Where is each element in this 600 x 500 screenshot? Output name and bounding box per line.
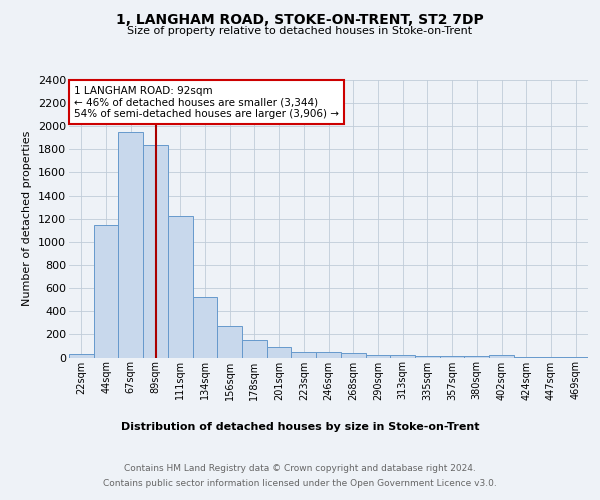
Bar	[193, 298, 217, 358]
Bar	[415, 356, 440, 358]
Text: 1 LANGHAM ROAD: 92sqm
← 46% of detached houses are smaller (3,344)
54% of semi-d: 1 LANGHAM ROAD: 92sqm ← 46% of detached …	[74, 86, 339, 118]
Bar	[94, 224, 118, 358]
Bar	[390, 355, 415, 358]
Text: 1, LANGHAM ROAD, STOKE-ON-TRENT, ST2 7DP: 1, LANGHAM ROAD, STOKE-ON-TRENT, ST2 7DP	[116, 12, 484, 26]
Text: Distribution of detached houses by size in Stoke-on-Trent: Distribution of detached houses by size …	[121, 422, 479, 432]
Bar	[316, 352, 341, 358]
Bar	[242, 340, 267, 357]
Bar	[440, 356, 464, 358]
Bar	[267, 347, 292, 358]
Bar	[464, 356, 489, 358]
Bar	[341, 354, 365, 358]
Bar	[217, 326, 242, 358]
Bar	[514, 357, 539, 358]
Bar	[539, 357, 563, 358]
Text: Contains public sector information licensed under the Open Government Licence v3: Contains public sector information licen…	[103, 479, 497, 488]
Bar	[563, 357, 588, 358]
Bar	[143, 144, 168, 358]
Text: Size of property relative to detached houses in Stoke-on-Trent: Size of property relative to detached ho…	[127, 26, 473, 36]
Bar	[69, 354, 94, 358]
Y-axis label: Number of detached properties: Number of detached properties	[22, 131, 32, 306]
Bar	[292, 352, 316, 358]
Bar	[168, 216, 193, 358]
Bar	[365, 355, 390, 358]
Text: Contains HM Land Registry data © Crown copyright and database right 2024.: Contains HM Land Registry data © Crown c…	[124, 464, 476, 473]
Bar	[118, 132, 143, 358]
Bar	[489, 355, 514, 358]
